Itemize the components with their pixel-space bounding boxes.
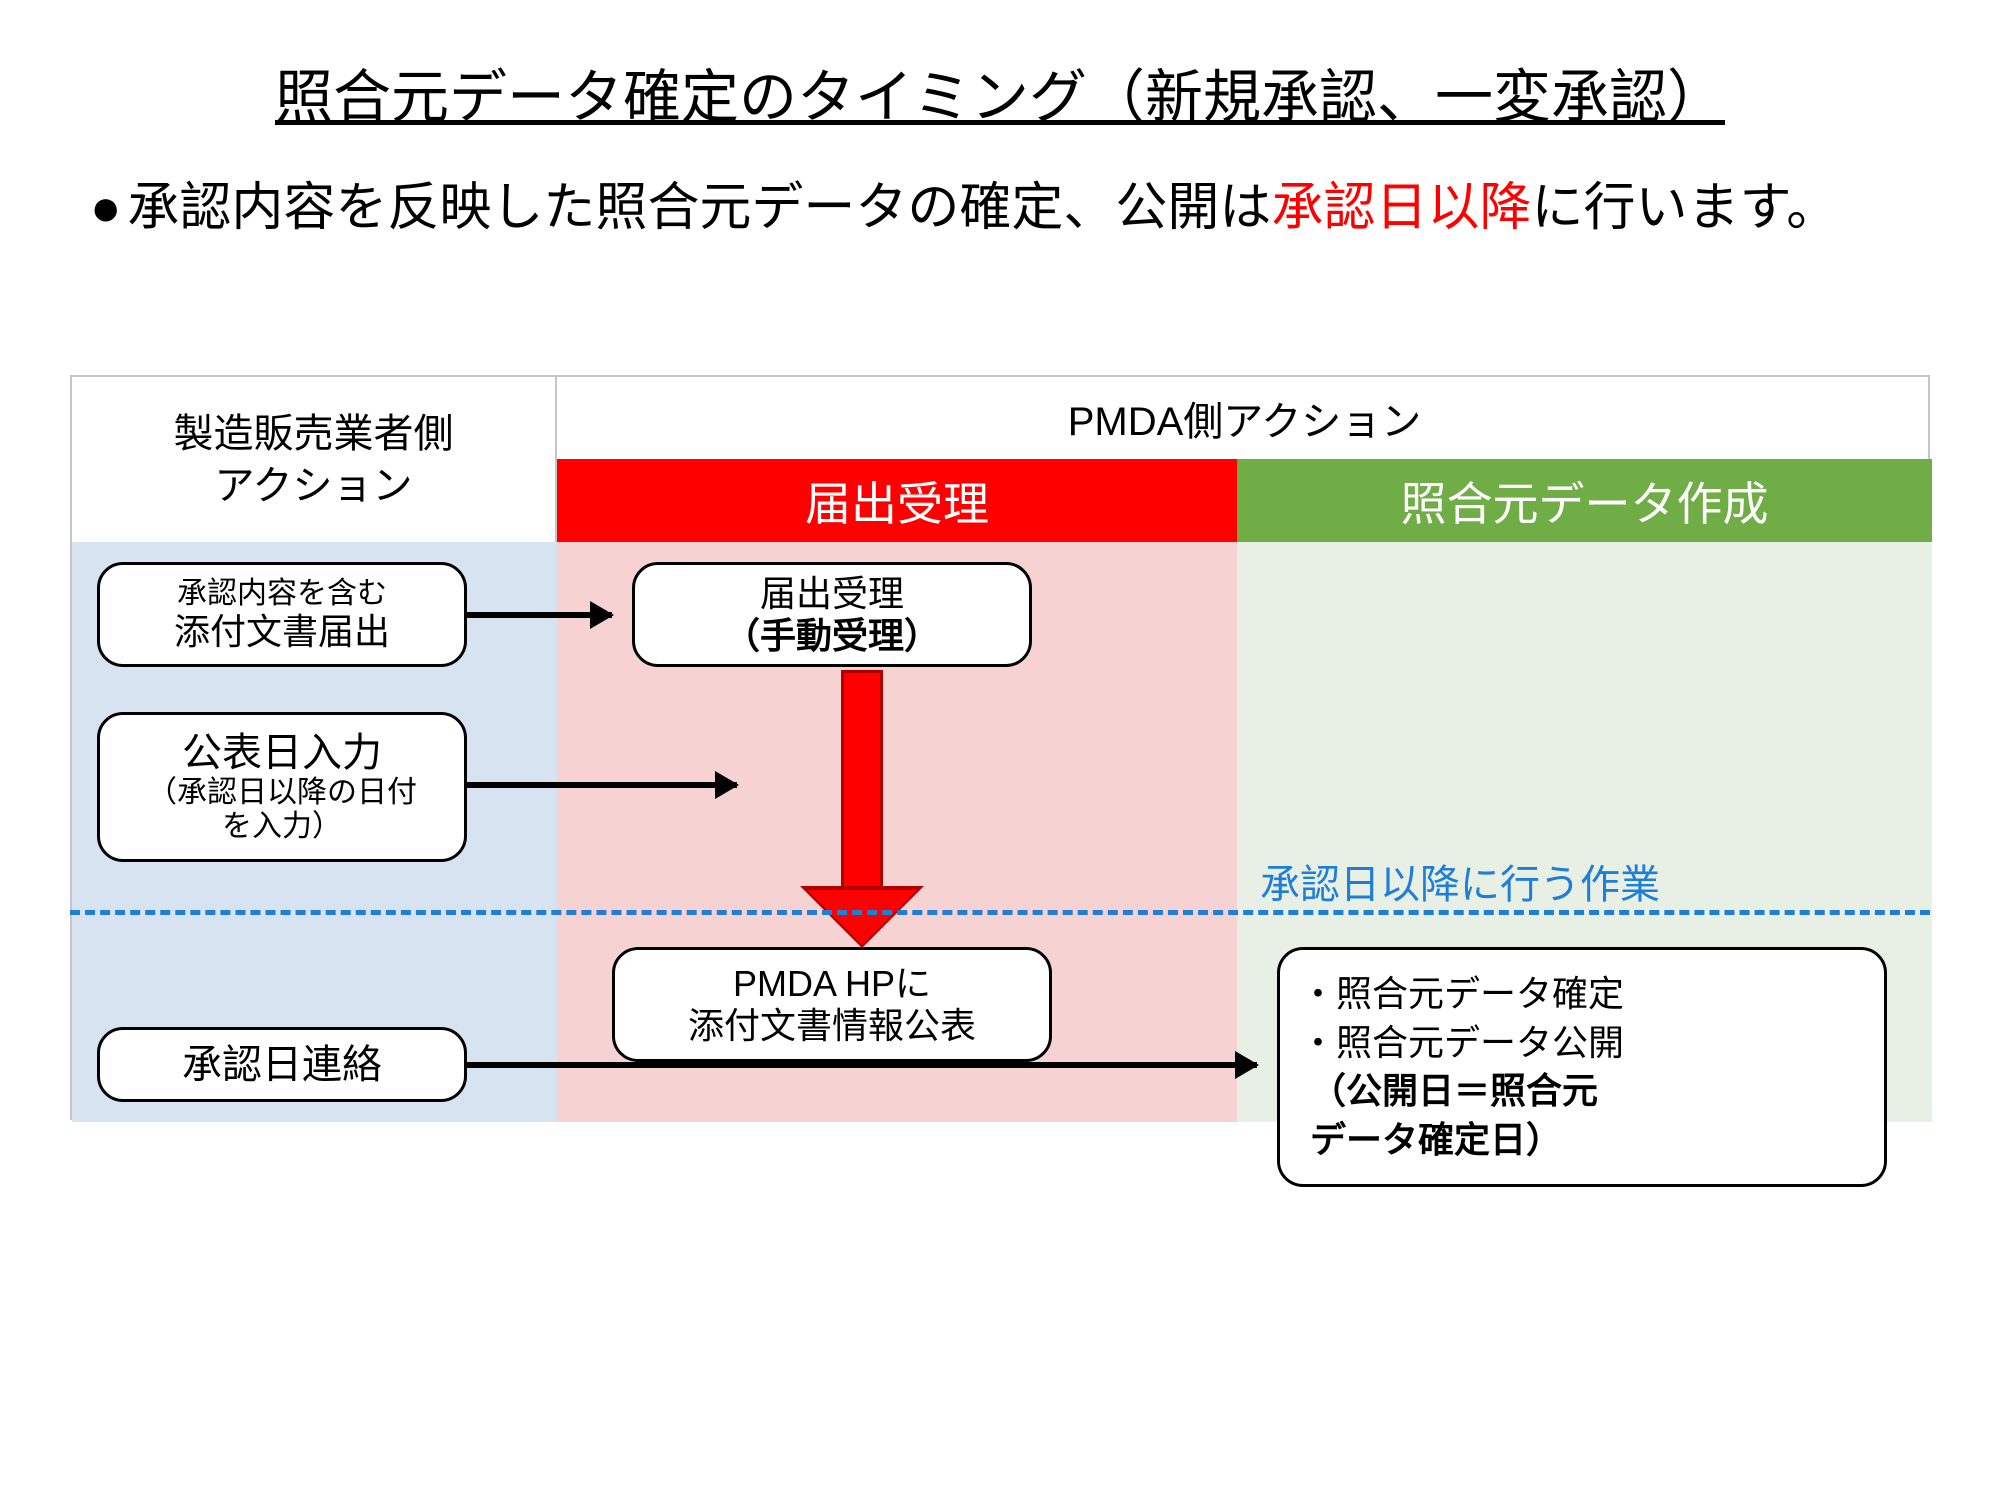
node5-text: 承認日連絡 (182, 1042, 382, 1088)
bullet-line: ●承認内容を反映した照合元データの確定、公開は承認日以降に行います。 (90, 175, 1930, 243)
result-l3b: データ確定日） (1310, 1119, 1562, 1160)
result-l2: ・照合元データ公開 (1300, 1019, 1864, 1068)
node4-l2: 添付文書情報公表 (688, 1005, 976, 1046)
node2-l1: 公表日入力 (182, 730, 382, 776)
result-l3a: （公開日＝照合元 (1310, 1070, 1598, 1111)
subheader-datacreate: 照合元データ作成 (1237, 459, 1932, 542)
arrow-node5-to-result (467, 1062, 1257, 1068)
node3-l1: 届出受理 (760, 573, 904, 614)
node3-l2: （手動受理） (724, 615, 940, 656)
node4-l1: PMDA HPに (733, 963, 931, 1004)
header-left-l1: 製造販売業者側 (174, 412, 454, 456)
header-left-l2: アクション (215, 464, 413, 508)
node-attach-doc-submit: 承認内容を含む 添付文書届出 (97, 562, 467, 667)
bullet-suffix: に行います。 (1531, 179, 1838, 237)
node2-l2: （承認日以降の日付 (147, 776, 417, 811)
diagram: 製造販売業者側 アクション PMDA側アクション 届出受理 照合元データ作成 承… (70, 375, 1930, 1120)
arrow-node2-to-redflow (467, 782, 737, 788)
header-pmda: PMDA側アクション (557, 377, 1932, 459)
bullet-red: 承認日以降 (1271, 179, 1531, 237)
node-result: ・照合元データ確定 ・照合元データ公開 （公開日＝照合元 データ確定日） (1277, 947, 1887, 1187)
arrow-red-down (807, 670, 917, 945)
dashed-divider (70, 910, 1930, 915)
bullet-marker: ● (90, 175, 121, 243)
slide: 照合元データ確定のタイミング（新規承認、一変承認） ●承認内容を反映した照合元デ… (0, 0, 2000, 1500)
bullet-prefix: 承認内容を反映した照合元データの確定、公開は (127, 179, 1271, 237)
node-pubdate-input: 公表日入力 （承認日以降の日付 を入力） (97, 712, 467, 862)
node-hp-publish: PMDA HPに 添付文書情報公表 (612, 947, 1052, 1062)
page-title: 照合元データ確定のタイミング（新規承認、一変承認） (0, 50, 2000, 134)
arrow-node1-to-node3 (467, 612, 612, 618)
node1-l2: 添付文書届出 (174, 611, 390, 652)
node-approval-date-contact: 承認日連絡 (97, 1027, 467, 1102)
node1-l1: 承認内容を含む (177, 577, 387, 612)
node2-l3: を入力） (222, 810, 342, 845)
result-l1: ・照合元データ確定 (1300, 970, 1864, 1019)
node-receipt-manual: 届出受理 （手動受理） (632, 562, 1032, 667)
subheader-receipt: 届出受理 (557, 459, 1237, 542)
dashed-label: 承認日以降に行う作業 (1260, 852, 1660, 910)
header-manufacturer: 製造販売業者側 アクション (72, 377, 557, 542)
